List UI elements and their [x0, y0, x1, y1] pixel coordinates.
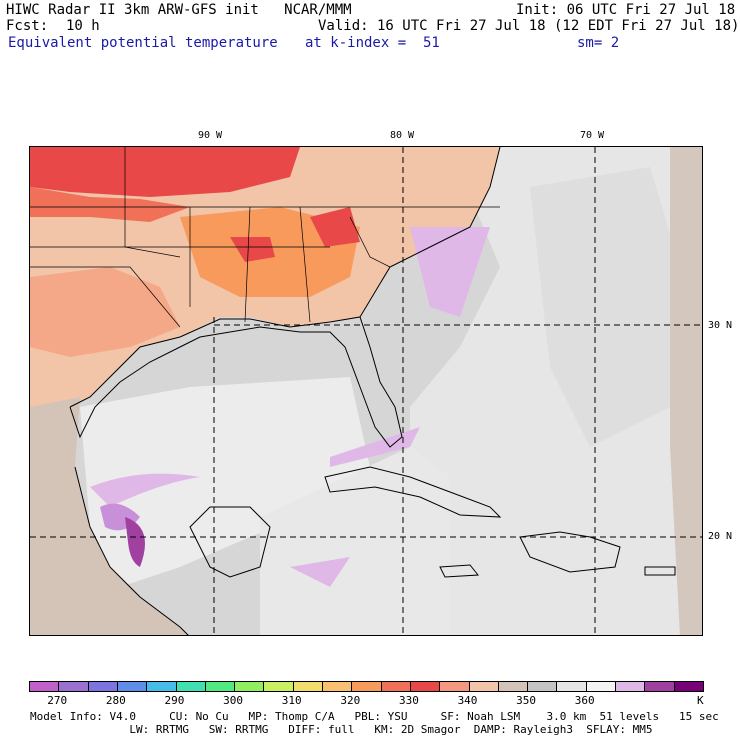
atlantic-mid-field [530, 167, 680, 447]
colorbar-tick-label: 330 [398, 694, 419, 707]
colorbar-tick-label: 350 [516, 694, 537, 707]
north-warm-patch [30, 147, 300, 197]
colorbar-swatch [644, 681, 675, 692]
colorbar-tick-label: 310 [281, 694, 302, 707]
cuba-outline [324, 466, 502, 518]
border-line-8 [30, 266, 181, 328]
colorbar-swatch [351, 681, 382, 692]
colorbar-tick-label: 290 [164, 694, 185, 707]
colorbar-swatch [527, 681, 558, 692]
colorbar-tick-label: 270 [47, 694, 68, 707]
colorbar-swatch [556, 681, 587, 692]
yucatan-outline [189, 506, 271, 578]
colorbar-swatch [234, 681, 265, 692]
colorbar-swatch [87, 681, 118, 692]
lat-label-20n: 20 N [708, 531, 733, 542]
us-coastline [69, 316, 403, 448]
colorbar-swatch [116, 681, 148, 692]
forecast-hour: 10 h [66, 18, 100, 34]
mexico-field [30, 397, 188, 635]
model-title: HIWC Radar II 3km ARW-GFS init NCAR/MMM [6, 2, 352, 18]
latlon-grid [30, 147, 702, 635]
gulf-purple-streak-1 [90, 473, 200, 507]
texas-warm-patch [30, 267, 180, 357]
colorbar-swatch [263, 681, 294, 692]
colorbar-swatch [673, 681, 704, 692]
colorbar-tick-label: 280 [105, 694, 126, 707]
gulf-light-field [80, 377, 370, 587]
colorbar-unit: K [697, 694, 704, 707]
atlantic-tan-field [670, 147, 702, 635]
colorbar-swatch [439, 681, 470, 692]
colorbar-swatch [322, 681, 353, 692]
model-info-line-1: Model Info: V4.0 CU: No Cu MP: Thomp C/A… [30, 710, 719, 723]
atlantic-purple-band [410, 227, 490, 317]
field-name: Equivalent potential temperature [8, 35, 278, 51]
colorbar-swatch [175, 681, 206, 692]
colorbar-swatch [292, 681, 324, 692]
theta-e-map [29, 146, 703, 636]
carolina-hot-spot [310, 207, 360, 247]
colorbar-tick-label: 300 [223, 694, 243, 707]
caribbean-purple-patch [290, 557, 350, 587]
colorbar-tick-label: 360 [574, 694, 595, 707]
forecast-label: Fcst: [6, 18, 49, 34]
colorbar-swatch [409, 681, 441, 692]
colorbar-swatch [585, 681, 617, 692]
lon-label-80w: 80 W [390, 130, 415, 141]
atlantic-coastline [359, 147, 501, 318]
bahamas-purple-band [330, 427, 420, 467]
colorbar-swatch [58, 681, 89, 692]
north-warm-patch-2 [30, 187, 190, 222]
lon-label-90w: 90 W [198, 130, 223, 141]
border-line-7 [349, 216, 391, 268]
init-time: Init: 06 UTC Fri 27 Jul 18 [516, 2, 736, 18]
hispaniola-outline [519, 531, 621, 573]
puerto-rico-outline [644, 566, 676, 576]
colorbar-tick-label: 340 [457, 694, 478, 707]
valid-time: Valid: 16 UTC Fri 27 Jul 18 (12 EDT Fri … [318, 18, 740, 34]
southeast-hot-spot [230, 237, 275, 262]
colorbar-swatch [468, 681, 499, 692]
border-line-6 [299, 206, 311, 323]
coastlines [69, 147, 676, 635]
colorbar-swatch [380, 681, 411, 692]
colorbar-swatch [497, 681, 529, 692]
smoothing: sm= 2 [577, 35, 620, 51]
colorbar-tick-label: 320 [340, 694, 361, 707]
colorbar-swatch [29, 681, 60, 692]
state-borders [30, 147, 500, 328]
colorbar-swatch [204, 681, 236, 692]
lat-label-30n: 30 N [708, 320, 733, 331]
border-line-5 [244, 206, 251, 323]
jamaica-outline [439, 564, 479, 578]
colorbar-swatch [146, 681, 177, 692]
lon-label-70w: 70 W [580, 130, 605, 141]
gulf-purple-core [125, 517, 145, 567]
mexico-coastline [74, 466, 189, 635]
border-line-3 [124, 147, 181, 258]
map-canvas [30, 147, 702, 635]
colorbar-swatch [615, 681, 646, 692]
model-info-line-2: LW: RRTMG SW: RRTMG DIFF: full KM: 2D Sm… [30, 723, 653, 736]
level-index: at k-index = 51 [305, 35, 440, 51]
